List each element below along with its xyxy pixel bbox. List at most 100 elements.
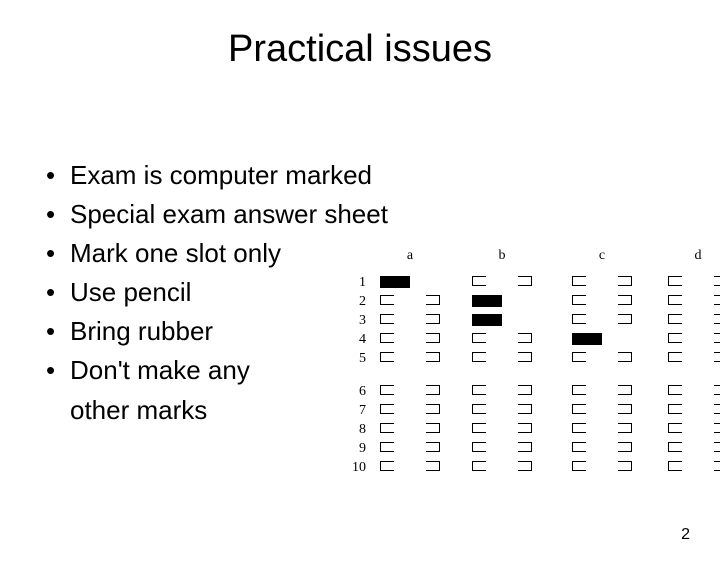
answer-cell xyxy=(572,423,632,433)
mark-box-left xyxy=(572,442,586,452)
mark-box-right xyxy=(618,461,632,471)
answer-cell xyxy=(572,442,632,452)
answer-row: 10 xyxy=(340,459,700,478)
answer-cell xyxy=(668,314,720,324)
page-number: 2 xyxy=(681,526,690,544)
mark-box-left xyxy=(572,352,586,362)
mark-box-right xyxy=(618,295,632,305)
mark-box-right xyxy=(714,385,720,395)
answer-sheet: abcd 12345678910 xyxy=(340,248,700,478)
mark-box-left xyxy=(668,385,682,395)
mark-box-left xyxy=(380,295,394,305)
answer-cell xyxy=(472,276,532,286)
answer-row: 8 xyxy=(340,421,700,440)
answer-cell xyxy=(668,276,720,286)
mark-box-right xyxy=(714,442,720,452)
mark-box-right xyxy=(618,352,632,362)
mark-box-right xyxy=(714,404,720,414)
answer-cell xyxy=(572,295,632,305)
column-label: d xyxy=(668,248,720,264)
answer-cell xyxy=(668,385,720,395)
answer-cell xyxy=(380,333,440,343)
row-number: 3 xyxy=(340,313,366,329)
answer-cell xyxy=(572,404,632,414)
mark-box-right xyxy=(714,423,720,433)
column-label: c xyxy=(572,248,632,264)
filled-mark xyxy=(472,295,502,307)
row-number: 8 xyxy=(340,422,366,438)
answer-cell xyxy=(380,461,440,471)
mark-box-right xyxy=(518,352,532,362)
filled-mark xyxy=(380,276,410,288)
mark-box-left xyxy=(668,461,682,471)
row-number: 1 xyxy=(340,275,366,291)
mark-box-left xyxy=(668,423,682,433)
answer-row: 1 xyxy=(340,274,700,293)
mark-box-right xyxy=(618,385,632,395)
mark-box-right xyxy=(518,385,532,395)
bullet-item: Don't make any xyxy=(46,353,388,388)
mark-box-right xyxy=(426,295,440,305)
answer-cell xyxy=(668,352,720,362)
row-number: 5 xyxy=(340,351,366,367)
mark-box-left xyxy=(572,404,586,414)
answer-grid: 12345678910 xyxy=(340,274,700,478)
mark-box-right xyxy=(426,314,440,324)
mark-box-right xyxy=(518,442,532,452)
slide-title: Practical issues xyxy=(0,28,720,71)
answer-cell xyxy=(380,314,440,324)
answer-cell xyxy=(380,442,440,452)
mark-box-right xyxy=(426,385,440,395)
mark-box-left xyxy=(668,314,682,324)
mark-box-right xyxy=(618,314,632,324)
mark-box-left xyxy=(380,333,394,343)
answer-cell xyxy=(472,423,532,433)
mark-box-right xyxy=(714,295,720,305)
mark-box-left xyxy=(572,314,586,324)
answer-cell xyxy=(668,404,720,414)
mark-box-left xyxy=(572,276,586,286)
answer-cell xyxy=(472,442,532,452)
mark-box-right xyxy=(518,276,532,286)
mark-box-right xyxy=(426,423,440,433)
bullet-item: Use pencil xyxy=(46,275,388,310)
column-label: b xyxy=(472,248,532,264)
answer-cell xyxy=(472,333,532,343)
answer-cell xyxy=(572,276,632,286)
mark-box-left xyxy=(472,276,486,286)
answer-cell xyxy=(380,276,440,288)
answer-cell xyxy=(472,461,532,471)
mark-box-left xyxy=(472,461,486,471)
row-number: 4 xyxy=(340,332,366,348)
mark-box-left xyxy=(380,442,394,452)
mark-box-left xyxy=(572,385,586,395)
answer-row: 3 xyxy=(340,312,700,331)
mark-box-left xyxy=(380,404,394,414)
mark-box-left xyxy=(668,352,682,362)
mark-box-right xyxy=(518,404,532,414)
answer-cell xyxy=(380,385,440,395)
answer-row: 4 xyxy=(340,331,700,350)
column-labels: abcd xyxy=(380,248,700,268)
mark-box-right xyxy=(618,442,632,452)
row-number: 9 xyxy=(340,441,366,457)
mark-box-left xyxy=(472,385,486,395)
mark-box-left xyxy=(380,423,394,433)
mark-box-right xyxy=(426,442,440,452)
answer-group: 678910 xyxy=(340,383,700,478)
mark-box-right xyxy=(518,423,532,433)
answer-row: 6 xyxy=(340,383,700,402)
mark-box-right xyxy=(714,314,720,324)
mark-box-left xyxy=(472,423,486,433)
mark-box-left xyxy=(572,423,586,433)
answer-cell xyxy=(572,461,632,471)
answer-cell xyxy=(668,461,720,471)
mark-box-right xyxy=(618,276,632,286)
answer-row: 5 xyxy=(340,350,700,369)
bullet-item: other marks xyxy=(46,393,388,428)
mark-box-right xyxy=(518,333,532,343)
mark-box-right xyxy=(618,423,632,433)
answer-cell xyxy=(472,295,532,307)
mark-box-left xyxy=(572,461,586,471)
answer-group: 12345 xyxy=(340,274,700,369)
